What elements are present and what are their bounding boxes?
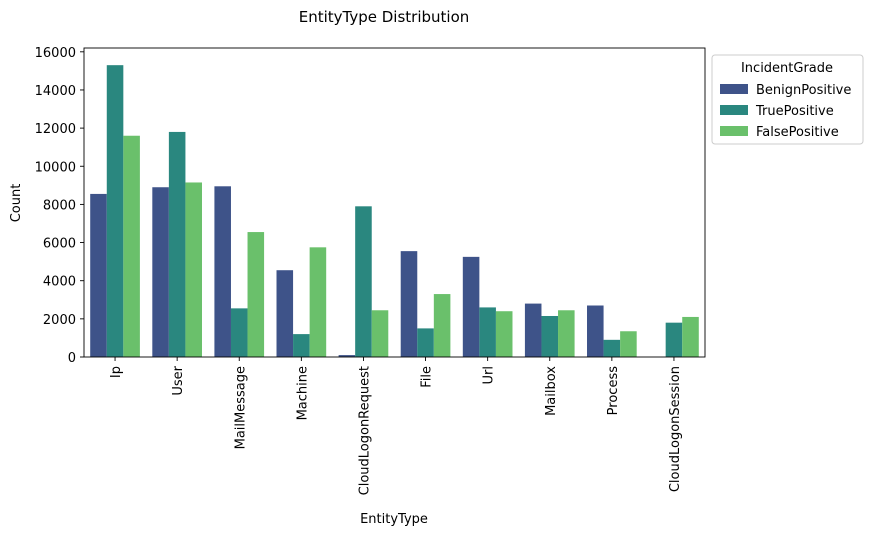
y-tick-label: 2000 xyxy=(43,313,76,328)
bars-group xyxy=(90,65,699,358)
bar-truepositive-user xyxy=(168,131,186,357)
bar-benignpositive-user xyxy=(152,187,169,357)
legend-swatch-truepositive xyxy=(720,105,748,115)
x-tick-label: Ip xyxy=(109,366,124,378)
bar-benignpositive-process xyxy=(587,305,604,357)
legend-label-benignpositive: BenignPositive xyxy=(756,83,851,98)
bar-falsepositive-cloudlogonsession xyxy=(682,316,699,357)
y-axis-label: Count xyxy=(9,184,24,223)
y-tick-label: 0 xyxy=(68,351,76,366)
y-tick-label: 4000 xyxy=(43,275,76,290)
bar-truepositive-mailbox xyxy=(541,315,559,357)
bar-benignpositive-file xyxy=(400,251,418,357)
y-tick-label: 12000 xyxy=(35,122,76,137)
x-tick-label: CloudLogonSession xyxy=(668,366,683,492)
x-tick-label: Process xyxy=(606,366,621,416)
bar-truepositive-file xyxy=(417,328,434,357)
x-tick-label: Mailbox xyxy=(544,366,559,416)
bar-benignpositive-machine xyxy=(276,270,294,357)
chart-title: EntityType Distribution xyxy=(299,8,470,26)
bar-falsepositive-mailbox xyxy=(558,310,575,357)
bar-benignpositive-mailbox xyxy=(524,303,542,357)
bar-falsepositive-mailmessage xyxy=(247,232,265,357)
y-tick-label: 14000 xyxy=(35,84,76,99)
x-tick-label: File xyxy=(420,366,435,388)
bar-falsepositive-ip xyxy=(123,135,140,357)
bar-falsepositive-cloudlogonrequest xyxy=(371,310,389,357)
bar-benignpositive-url xyxy=(462,256,480,357)
bar-falsepositive-url xyxy=(495,311,513,357)
x-tick-label: MailMessage xyxy=(233,366,248,449)
bar-benignpositive-mailmessage xyxy=(214,186,231,357)
legend-swatch-falsepositive xyxy=(720,126,748,136)
x-axis-label: EntityType xyxy=(360,512,428,527)
x-axis: Ip User MailMessage Machine CloudLogonReques… xyxy=(109,357,683,495)
bar-truepositive-cloudlogonrequest xyxy=(355,206,372,357)
legend-label-falsepositive: FalsePositive xyxy=(756,125,839,140)
x-tick-label: Machine xyxy=(295,366,310,420)
y-tick-label: 6000 xyxy=(43,237,76,252)
bar-falsepositive-process xyxy=(620,331,637,357)
bar-truepositive-mailmessage xyxy=(230,308,248,357)
y-axis: 0 2000 4000 6000 8000 10000 12000 14000 16000 xyxy=(35,46,84,366)
plot-frame xyxy=(83,47,706,358)
bar-truepositive-machine xyxy=(293,334,310,357)
bar-truepositive-process xyxy=(603,339,621,357)
y-tick-label: 10000 xyxy=(35,160,76,175)
bar-truepositive-cloudlogonsession xyxy=(665,322,683,357)
x-tick-label: Url xyxy=(482,366,497,384)
bar-falsepositive-user xyxy=(185,182,202,357)
bar-falsepositive-machine xyxy=(309,247,327,357)
y-tick-label: 16000 xyxy=(35,46,76,61)
legend-swatch-benignpositive xyxy=(720,84,748,94)
x-tick-label: User xyxy=(171,365,186,395)
bar-truepositive-ip xyxy=(106,65,124,358)
bar-truepositive-url xyxy=(479,307,496,357)
x-tick-label: CloudLogonRequest xyxy=(357,366,372,495)
legend-frame xyxy=(711,54,864,145)
bar-benignpositive-cloudlogonrequest xyxy=(338,355,356,357)
legend: IncidentGrade BenignPositive TruePositive… xyxy=(711,54,864,145)
legend-title: IncidentGrade xyxy=(741,61,833,76)
bar-benignpositive-ip xyxy=(90,193,107,357)
legend-label-truepositive: TruePositive xyxy=(755,104,834,119)
y-tick-label: 8000 xyxy=(43,198,76,213)
bar-falsepositive-file xyxy=(433,294,451,357)
